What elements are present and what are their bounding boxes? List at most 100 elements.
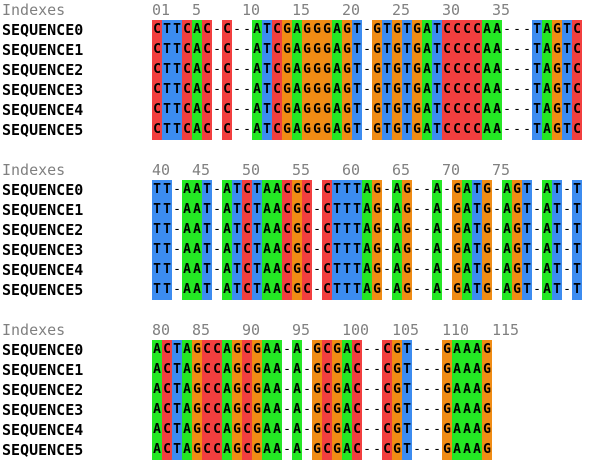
base-cell: T bbox=[522, 200, 532, 220]
base-cell: A bbox=[272, 340, 282, 360]
base-cell: A bbox=[542, 220, 552, 240]
gap-cell: - bbox=[412, 240, 422, 260]
base-cell: A bbox=[222, 200, 232, 220]
gap-cell: - bbox=[422, 440, 432, 460]
gap-cell: - bbox=[172, 200, 182, 220]
base-cell: T bbox=[432, 40, 442, 60]
base-cell: A bbox=[342, 420, 352, 440]
base-cell: G bbox=[482, 240, 492, 260]
gap-cell: - bbox=[502, 20, 512, 40]
base-cell: C bbox=[442, 100, 452, 120]
base-cell: G bbox=[312, 420, 322, 440]
base-cell: G bbox=[442, 440, 452, 460]
gap-cell: - bbox=[532, 180, 542, 200]
gap-cell: - bbox=[372, 420, 382, 440]
index-tick: 40 bbox=[152, 161, 171, 179]
gap-cell: - bbox=[422, 400, 432, 420]
base-cell: T bbox=[252, 200, 262, 220]
base-cell: A bbox=[292, 420, 302, 440]
base-cell: A bbox=[182, 200, 192, 220]
index-tick: 70 bbox=[442, 161, 461, 179]
sequence-name: SEQUENCE0 bbox=[2, 21, 84, 39]
base-cell: T bbox=[352, 200, 362, 220]
base-cell: A bbox=[342, 380, 352, 400]
base-cell: C bbox=[282, 280, 292, 300]
base-cell: C bbox=[222, 40, 232, 60]
base-cell: A bbox=[222, 280, 232, 300]
base-cell: A bbox=[292, 340, 302, 360]
base-cell: C bbox=[282, 260, 292, 280]
gap-cell: - bbox=[312, 240, 322, 260]
base-cell: A bbox=[362, 280, 372, 300]
base-cell: T bbox=[352, 80, 362, 100]
base-cell: C bbox=[302, 180, 312, 200]
base-cell: T bbox=[382, 20, 392, 40]
gap-cell: - bbox=[282, 380, 292, 400]
base-cell: G bbox=[322, 60, 332, 80]
gap-cell: - bbox=[312, 180, 322, 200]
base-cell: T bbox=[432, 120, 442, 140]
base-cell: G bbox=[442, 360, 452, 380]
base-cell: A bbox=[182, 360, 192, 380]
base-cell: G bbox=[252, 340, 262, 360]
base-cell: C bbox=[212, 340, 222, 360]
gap-cell: - bbox=[212, 80, 222, 100]
base-cell: G bbox=[282, 20, 292, 40]
base-cell: A bbox=[492, 100, 502, 120]
base-cell: C bbox=[452, 100, 462, 120]
gap-cell: - bbox=[512, 120, 522, 140]
base-cell: G bbox=[302, 20, 312, 40]
base-cell: C bbox=[202, 20, 212, 40]
base-cell: C bbox=[472, 100, 482, 120]
base-cell: T bbox=[202, 200, 212, 220]
base-cell: A bbox=[492, 20, 502, 40]
base-cell: G bbox=[312, 20, 322, 40]
base-cell: A bbox=[272, 240, 282, 260]
base-cell: T bbox=[332, 200, 342, 220]
base-cell: A bbox=[182, 380, 192, 400]
base-cell: C bbox=[212, 400, 222, 420]
base-cell: C bbox=[322, 260, 332, 280]
base-cell: G bbox=[512, 260, 522, 280]
base-cell: C bbox=[152, 80, 162, 100]
base-cell: T bbox=[522, 280, 532, 300]
index-tick: 65 bbox=[392, 161, 411, 179]
base-cell: T bbox=[152, 200, 162, 220]
gap-cell: - bbox=[562, 240, 572, 260]
sequence-name: SEQUENCE5 bbox=[2, 281, 84, 299]
base-cell: C bbox=[382, 420, 392, 440]
gap-cell: - bbox=[302, 400, 312, 420]
base-cell: A bbox=[222, 220, 232, 240]
base-cell: G bbox=[552, 40, 562, 60]
base-cell: G bbox=[192, 440, 202, 460]
gap-cell: - bbox=[362, 120, 372, 140]
base-cell: G bbox=[372, 40, 382, 60]
base-cell: A bbox=[432, 200, 442, 220]
base-cell: A bbox=[482, 20, 492, 40]
base-cell: C bbox=[162, 360, 172, 380]
base-cell: G bbox=[302, 120, 312, 140]
index-tick: 95 bbox=[292, 321, 311, 339]
base-cell: G bbox=[372, 120, 382, 140]
base-cell: G bbox=[402, 240, 412, 260]
base-cell: C bbox=[282, 240, 292, 260]
base-cell: T bbox=[352, 220, 362, 240]
base-cell: G bbox=[342, 60, 352, 80]
base-cell: G bbox=[372, 280, 382, 300]
base-cell: C bbox=[472, 120, 482, 140]
base-cell: A bbox=[182, 240, 192, 260]
base-cell: T bbox=[472, 240, 482, 260]
base-cell: G bbox=[452, 240, 462, 260]
gap-cell: - bbox=[282, 360, 292, 380]
base-cell: T bbox=[522, 180, 532, 200]
base-cell: G bbox=[252, 420, 262, 440]
base-cell: A bbox=[252, 80, 262, 100]
base-cell: T bbox=[152, 280, 162, 300]
gap-cell: - bbox=[362, 340, 372, 360]
base-cell: A bbox=[332, 20, 342, 40]
base-cell: C bbox=[202, 360, 212, 380]
gap-cell: - bbox=[562, 180, 572, 200]
base-cell: A bbox=[192, 60, 202, 80]
gap-cell: - bbox=[382, 220, 392, 240]
base-cell: C bbox=[242, 420, 252, 440]
